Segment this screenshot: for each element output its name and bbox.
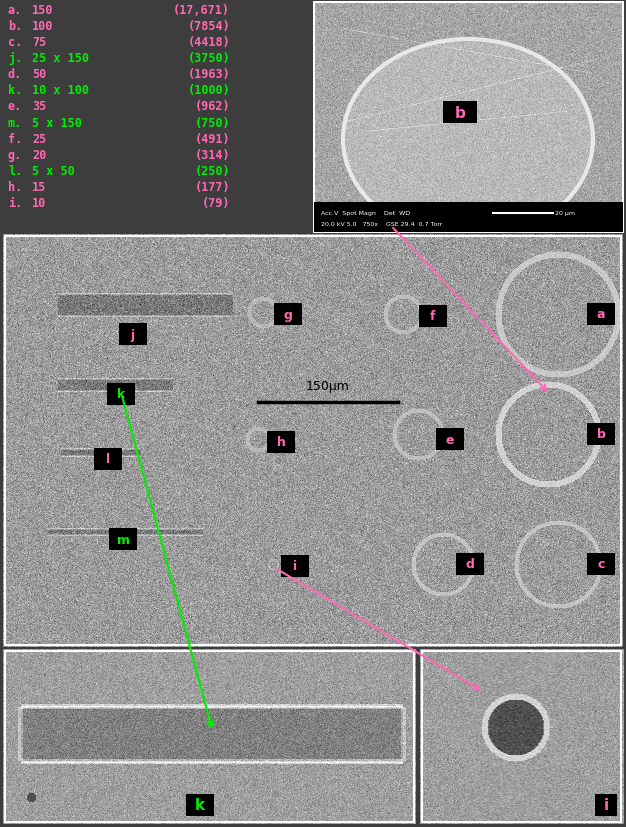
Bar: [267, 432, 295, 453]
Text: e.: e.: [8, 100, 23, 113]
Bar: [109, 528, 137, 550]
Bar: [314, 203, 623, 232]
Bar: [419, 306, 447, 327]
Bar: [281, 555, 309, 577]
Text: 25: 25: [32, 132, 46, 146]
Text: (250): (250): [195, 165, 230, 178]
Bar: [587, 423, 615, 446]
Text: 150: 150: [32, 3, 53, 17]
Text: (1963): (1963): [187, 68, 230, 81]
Bar: [587, 553, 615, 576]
Text: b: b: [597, 428, 605, 441]
Text: i.: i.: [8, 197, 23, 210]
Text: c: c: [597, 558, 605, 571]
Text: 100: 100: [32, 20, 53, 32]
Text: m.: m.: [8, 117, 23, 129]
Text: h: h: [277, 436, 285, 449]
Text: 75: 75: [32, 36, 46, 49]
Text: 5 x 50: 5 x 50: [32, 165, 74, 178]
Bar: [443, 102, 477, 124]
Text: (1000): (1000): [187, 84, 230, 97]
Text: 5 x 150: 5 x 150: [32, 117, 82, 129]
Text: e: e: [446, 433, 454, 446]
Text: 10 x 100: 10 x 100: [32, 84, 89, 97]
Text: i: i: [603, 797, 608, 812]
Text: 20.0 kV 5.0   750x    GSE 29.4  0.7 Torr: 20.0 kV 5.0 750x GSE 29.4 0.7 Torr: [321, 222, 443, 227]
Text: k: k: [117, 388, 125, 401]
Text: (4418): (4418): [187, 36, 230, 49]
Bar: [186, 794, 214, 816]
Text: f: f: [430, 310, 436, 323]
Text: b: b: [454, 105, 466, 121]
Text: 25 x 150: 25 x 150: [32, 52, 89, 65]
Text: (3750): (3750): [187, 52, 230, 65]
Bar: [274, 304, 302, 326]
Text: (314): (314): [195, 149, 230, 162]
Text: h.: h.: [8, 181, 23, 194]
Text: 50: 50: [32, 68, 46, 81]
Bar: [107, 384, 135, 405]
Text: Acc.V  Spot Magn    Det  WD: Acc.V Spot Magn Det WD: [321, 211, 410, 216]
Text: i: i: [293, 560, 297, 573]
Bar: [94, 448, 122, 471]
Text: c.: c.: [8, 36, 23, 49]
Text: (7854): (7854): [187, 20, 230, 32]
Text: b.: b.: [8, 20, 23, 32]
Text: (962): (962): [195, 100, 230, 113]
Text: f.: f.: [8, 132, 23, 146]
Text: 15: 15: [32, 181, 46, 194]
Text: (177): (177): [195, 181, 230, 194]
Text: 150μm: 150μm: [306, 380, 350, 393]
Bar: [436, 428, 464, 451]
Text: 35: 35: [32, 100, 46, 113]
Text: 10: 10: [32, 197, 46, 210]
Text: d.: d.: [8, 68, 23, 81]
Text: (17,671): (17,671): [173, 3, 230, 17]
Text: d: d: [466, 558, 475, 571]
Text: a.: a.: [8, 3, 23, 17]
Text: (79): (79): [202, 197, 230, 210]
Text: j: j: [131, 328, 135, 341]
Text: 20 μm: 20 μm: [555, 211, 575, 216]
Bar: [587, 304, 615, 326]
Text: k: k: [195, 797, 205, 812]
Text: 20: 20: [32, 149, 46, 162]
Text: k.: k.: [8, 84, 23, 97]
Bar: [595, 794, 617, 816]
Text: (491): (491): [195, 132, 230, 146]
Text: l.: l.: [8, 165, 23, 178]
Bar: [119, 323, 147, 346]
Text: m: m: [116, 533, 130, 546]
Text: (750): (750): [195, 117, 230, 129]
Text: j.: j.: [8, 52, 23, 65]
Text: a: a: [597, 308, 605, 321]
Bar: [456, 553, 484, 576]
Text: g.: g.: [8, 149, 23, 162]
Text: g: g: [284, 308, 292, 321]
Text: l: l: [106, 453, 110, 466]
